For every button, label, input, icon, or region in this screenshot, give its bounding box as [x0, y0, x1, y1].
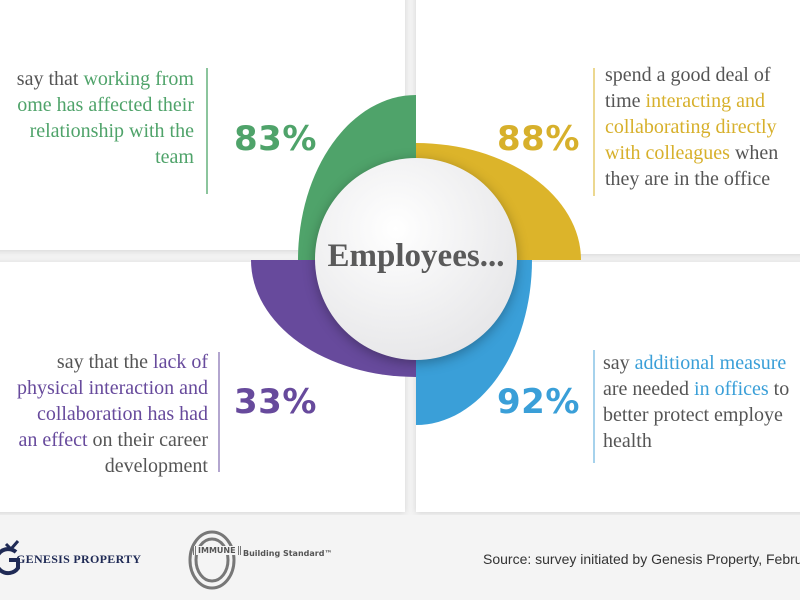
- text-highlight: collaboration has had: [36, 403, 208, 425]
- text-highlight: interacting and: [645, 90, 765, 112]
- center-circle: [315, 158, 517, 360]
- footer: [0, 515, 800, 600]
- text-plain: better protect employe: [603, 404, 783, 426]
- text-plain: time: [605, 90, 646, 112]
- text-highlight: in offices: [694, 378, 769, 400]
- center-label: Employees...: [327, 238, 505, 274]
- divider-purple: [218, 352, 220, 472]
- stat-relationship-percent: 83%: [234, 119, 317, 159]
- text-plain: development: [104, 455, 208, 477]
- text-plain: say: [603, 352, 635, 374]
- text-highlight: physical interaction and: [16, 377, 208, 399]
- text-plain: spend a good deal of: [605, 64, 771, 86]
- divider-yellow: [593, 68, 595, 196]
- stat-relationship-text: say that working from ome has affected t…: [17, 66, 194, 170]
- text-highlight: ome has affected their: [17, 94, 194, 116]
- text-plain: say that the: [56, 351, 154, 373]
- text-highlight: working from: [83, 68, 194, 90]
- divider-green: [206, 68, 208, 194]
- immune-logo-icon: [188, 530, 236, 590]
- immune-logo-text: Building Standard™: [243, 549, 333, 558]
- text-plain: when: [729, 142, 779, 164]
- text-highlight: additional measure: [634, 352, 787, 374]
- stat-measures-text: say additional measure are needed in off…: [603, 350, 789, 454]
- stat-measures-percent: 92%: [497, 382, 580, 422]
- text-highlight: an effect: [18, 429, 88, 451]
- text-highlight: team: [155, 146, 194, 168]
- genesis-logo-text: GENESIS PROPERTY: [16, 552, 142, 566]
- text-plain: on their career: [87, 429, 208, 451]
- stat-career-text: say that the lack of physical interactio…: [17, 349, 208, 479]
- text-plain: are needed: [603, 378, 695, 400]
- text-highlight: relationship with the: [29, 120, 194, 142]
- text-highlight: collaborating directly: [605, 116, 777, 138]
- text-plain: health: [603, 430, 652, 452]
- stat-collaborating-text: spend a good deal of time interacting an…: [605, 62, 778, 192]
- text-plain: say that: [16, 68, 84, 90]
- stat-career-percent: 33%: [234, 382, 317, 422]
- stat-collaborating-percent: 88%: [497, 119, 580, 159]
- text-plain: they are in the office: [605, 168, 771, 190]
- divider-blue: [593, 350, 595, 463]
- text-plain: to: [768, 378, 790, 400]
- text-highlight: with colleagues: [605, 142, 730, 164]
- text-highlight: lack of: [153, 351, 208, 373]
- source-note: Source: survey initiated by Genesis Prop…: [483, 551, 800, 567]
- genesis-logo-icon: [0, 540, 20, 576]
- immune-logo-badge: IMMUNE: [193, 546, 241, 555]
